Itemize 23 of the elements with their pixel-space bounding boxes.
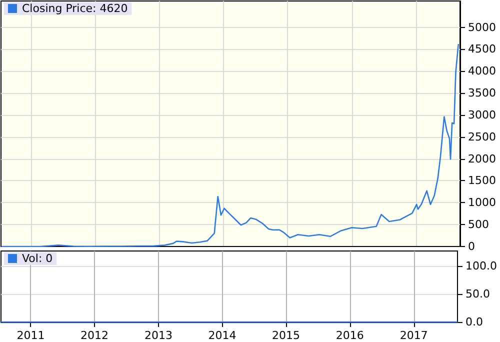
y-tick-label: 50.0 (466, 288, 490, 301)
y-tick-label: 100.0 (466, 260, 498, 273)
y-tick-label: 2000 (468, 152, 496, 166)
y-tick-label: 3500 (468, 86, 496, 100)
y-tick-label: 3000 (468, 108, 496, 122)
x-tick-label: 2015 (272, 329, 300, 342)
x-tick-label: 2016 (336, 329, 364, 342)
x-tick-label: 2017 (400, 329, 428, 342)
x-tick-label: 2013 (144, 329, 172, 342)
y-tick-label: 1000 (468, 196, 496, 210)
y-tick-label: 0 (468, 240, 475, 253)
legend-label: Vol: 0 (22, 252, 53, 265)
y-tick-label: 0.0 (466, 316, 484, 328)
y-tick-label: 1500 (468, 174, 496, 188)
y-tick-label: 5000 (468, 20, 496, 34)
y-tick-label: 4500 (468, 42, 496, 56)
x-tick-label: 2012 (80, 329, 109, 342)
x-tick-label: 2011 (16, 329, 45, 342)
y-tick-label: 2500 (468, 130, 496, 144)
x-tick-label: 2014 (208, 329, 236, 342)
y-tick-label: 4000 (468, 64, 496, 78)
legend-label: Closing Price: 4620 (22, 2, 128, 15)
y-tick-label: 500 (468, 218, 489, 232)
